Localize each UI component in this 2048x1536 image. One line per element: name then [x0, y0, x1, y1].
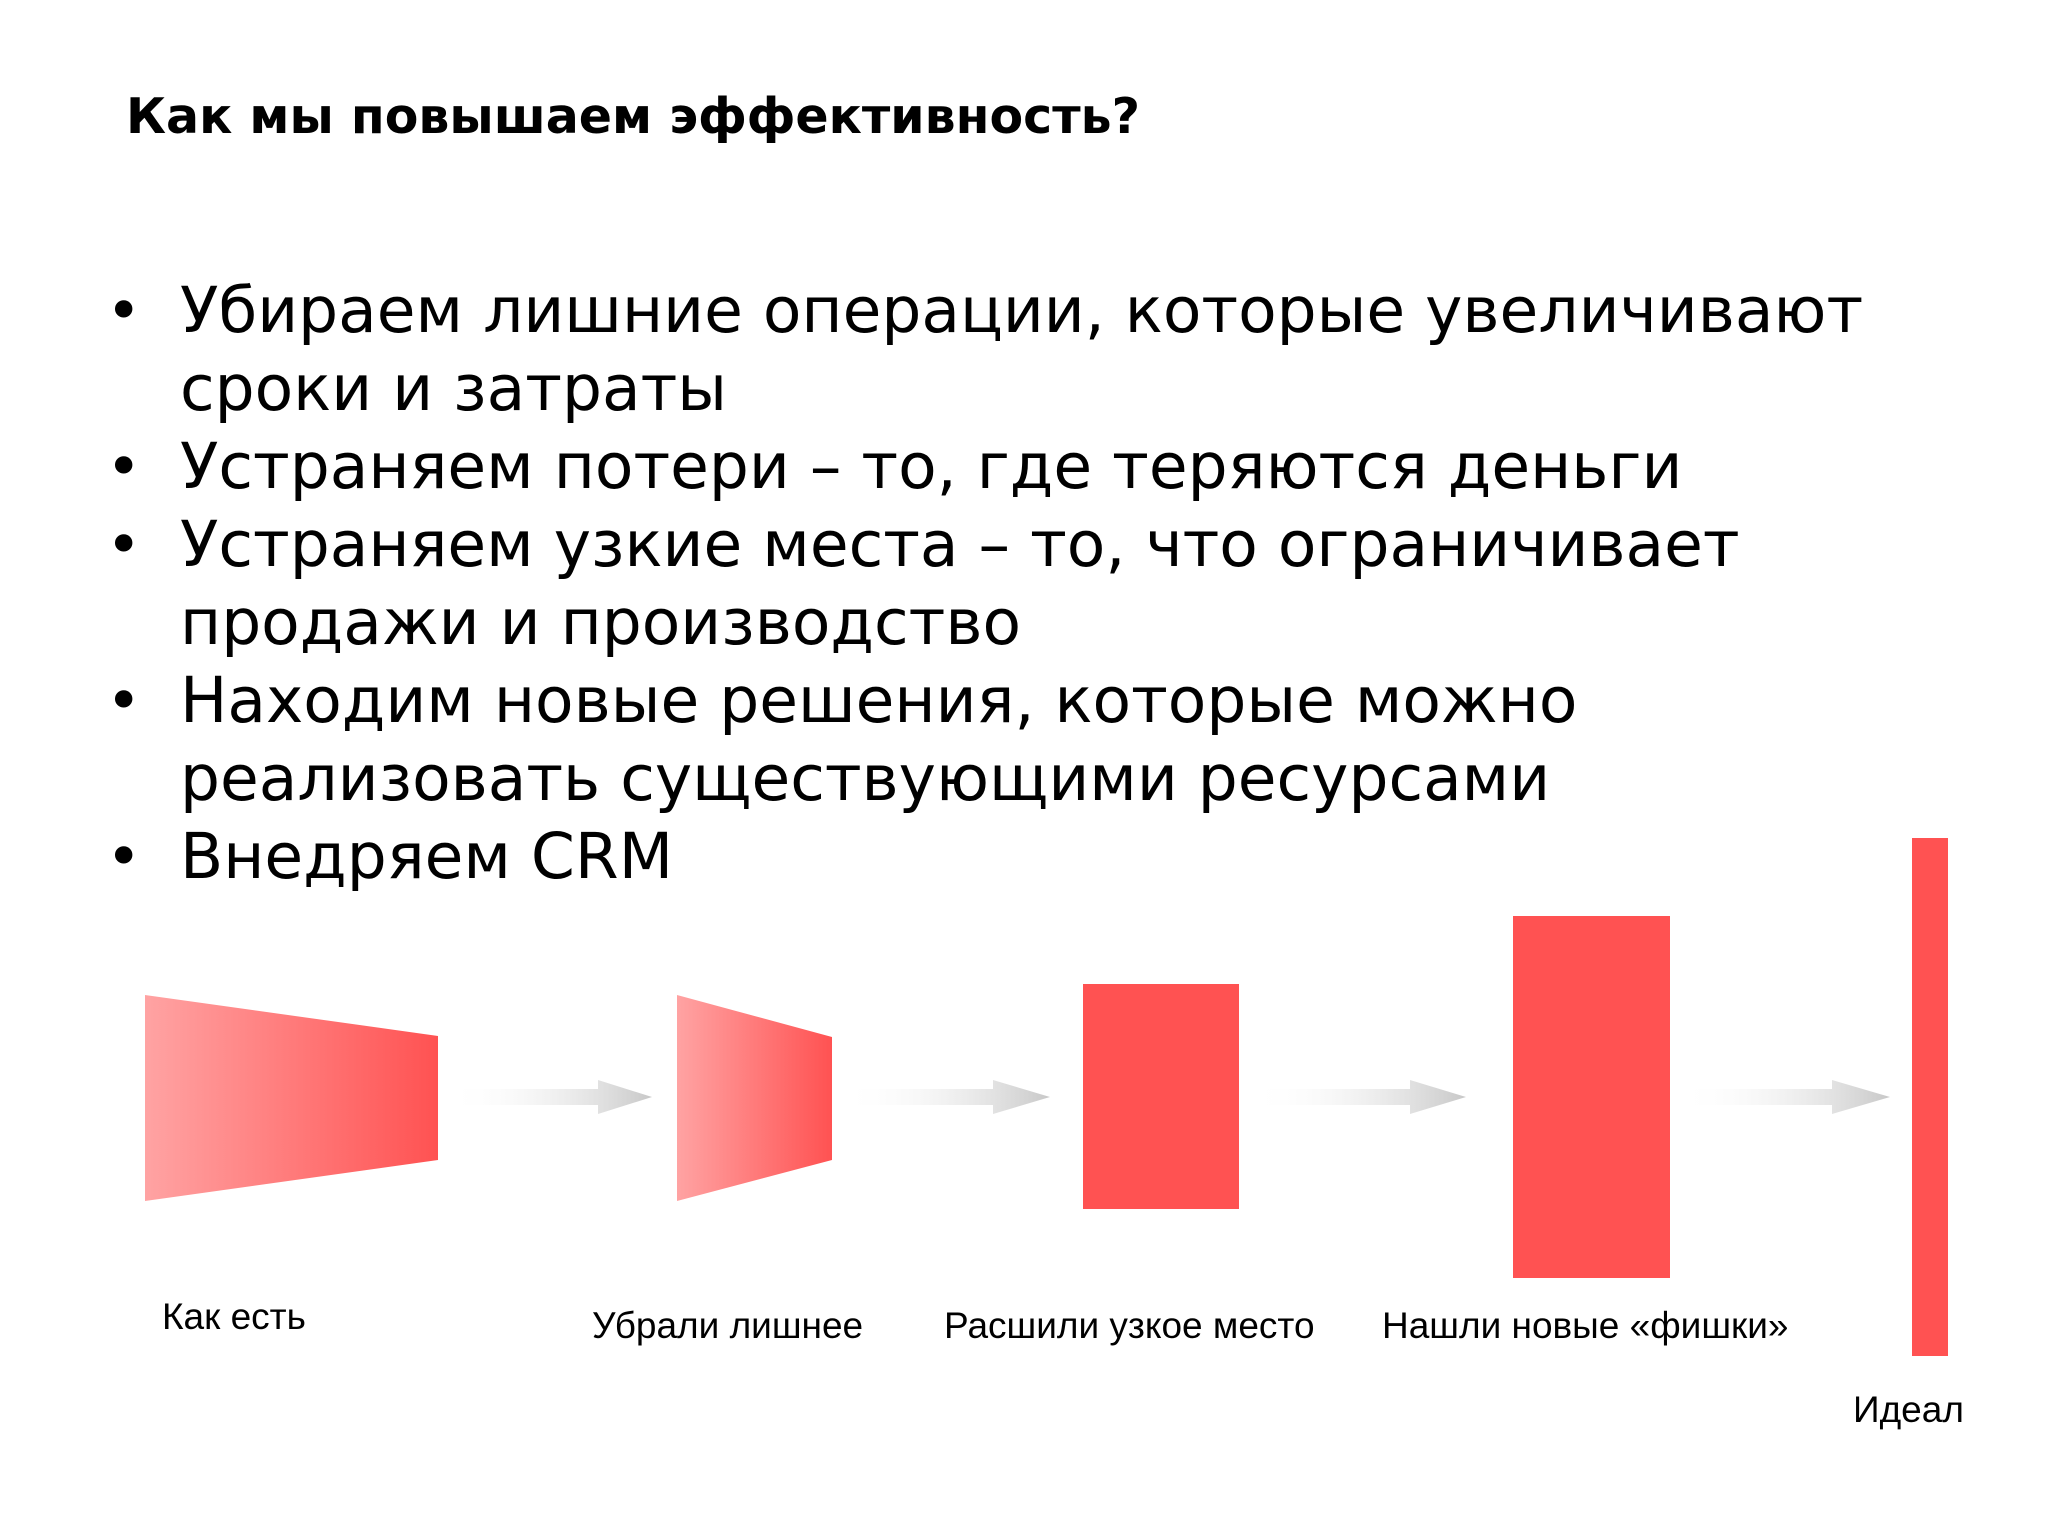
stage-label-as-is: Как есть — [162, 1296, 306, 1337]
stage-label-widened-bottleneck: Расшили узкое место — [944, 1305, 1315, 1346]
bullet-item: • Убираем лишние операции, которые увели… — [100, 272, 1863, 428]
bullet-text-continued: продажи и производство — [180, 586, 1021, 659]
bullet-dot-icon: • — [106, 276, 142, 346]
bullet-text: Убираем лишние операции, которые увеличи… — [180, 274, 1864, 347]
bullet-item: • Внедряем CRM — [100, 818, 1863, 896]
bullet-text-continued: сроки и затраты — [180, 352, 728, 425]
bullet-dot-icon: • — [106, 510, 142, 580]
bullet-dot-icon: • — [106, 822, 142, 892]
stage-label-ideal: Идеал — [1853, 1389, 1964, 1430]
bullet-list: • Убираем лишние операции, которые увели… — [100, 272, 1863, 896]
slide-title: Как мы повышаем эффективность? — [126, 88, 1141, 145]
flow-arrow — [1680, 1080, 1890, 1114]
bullet-item: • Устраняем потери – то, где теряются де… — [100, 428, 1863, 506]
bullet-dot-icon: • — [106, 432, 142, 502]
bullet-text: Устраняем потери – то, где теряются день… — [180, 430, 1683, 503]
bullet-text: Внедряем CRM — [180, 820, 674, 893]
bullet-text-continued: реализовать существующими ресурсами — [180, 742, 1551, 815]
flow-arrow — [448, 1080, 652, 1114]
bullet-item: • Находим новые решения, которые можно р… — [100, 662, 1863, 818]
stage-removed-excess-funnel — [677, 995, 832, 1201]
stage-widened-bottleneck-rect — [1083, 984, 1239, 1209]
flow-arrow — [843, 1080, 1050, 1114]
stage-label-new-ideas: Нашли новые «фишки» — [1382, 1305, 1789, 1346]
stage-label-removed-excess: Убрали лишнее — [592, 1305, 864, 1346]
bullet-dot-icon: • — [106, 666, 142, 736]
bullet-text: Устраняем узкие места – то, что ограничи… — [180, 508, 1740, 581]
bullet-item: • Устраняем узкие места – то, что ограни… — [100, 506, 1863, 662]
stage-as-is-funnel — [145, 995, 438, 1201]
flow-arrow — [1252, 1080, 1466, 1114]
stage-new-ideas-rect — [1513, 916, 1670, 1278]
stage-ideal-bar — [1912, 838, 1948, 1356]
bullet-text: Находим новые решения, которые можно — [180, 664, 1578, 737]
